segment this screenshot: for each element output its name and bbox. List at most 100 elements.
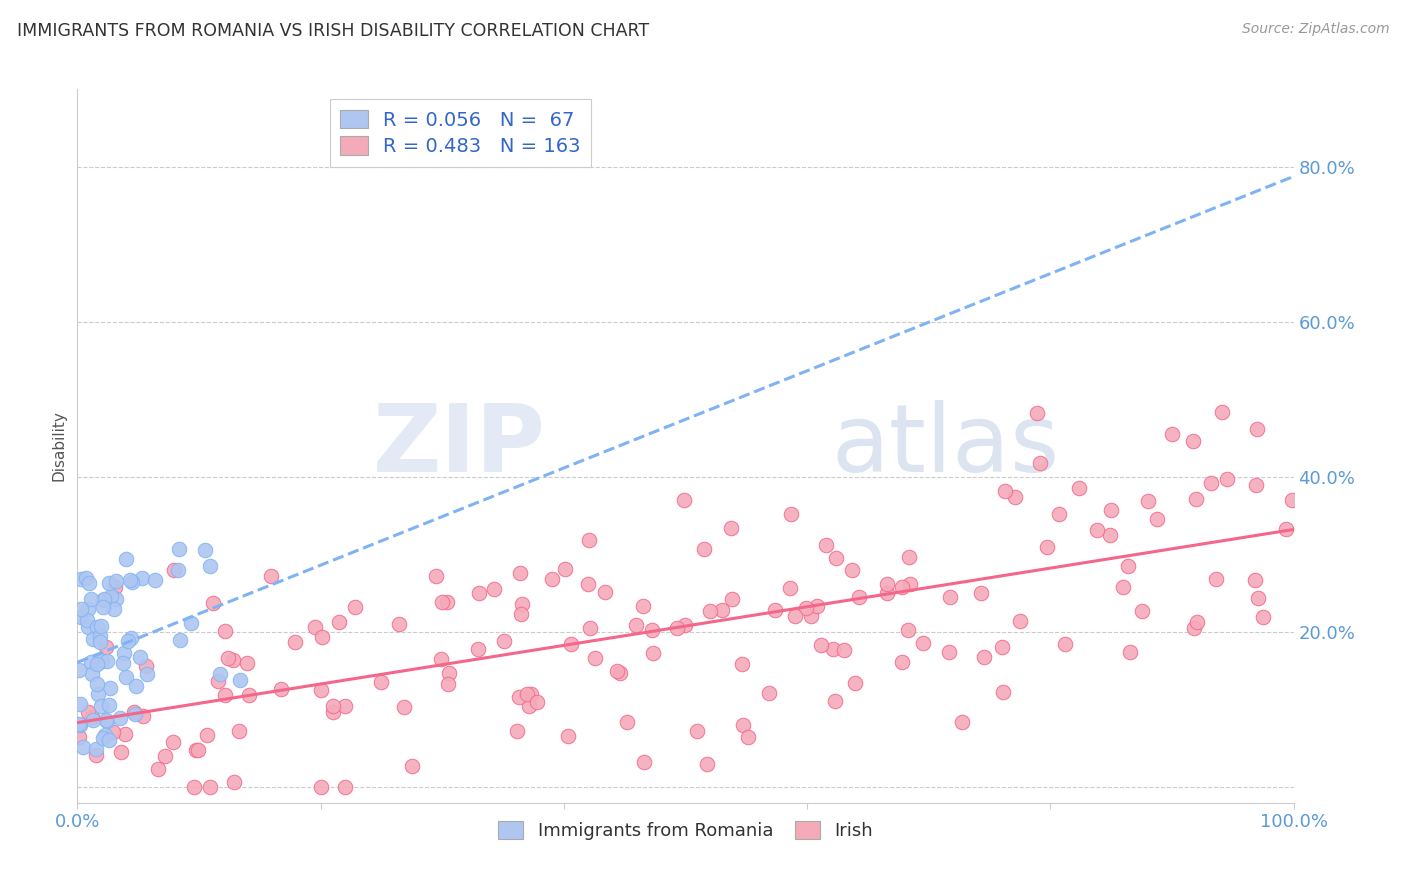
Point bbox=[731, 657, 754, 671]
Point bbox=[311, 682, 333, 697]
Point bbox=[436, 594, 458, 608]
Point bbox=[554, 562, 576, 576]
Point bbox=[98, 681, 121, 696]
Point bbox=[86, 620, 108, 634]
Point bbox=[1119, 645, 1142, 659]
Point bbox=[560, 637, 582, 651]
Point bbox=[806, 599, 828, 613]
Point bbox=[343, 600, 366, 615]
Point bbox=[891, 655, 914, 669]
Point bbox=[187, 742, 209, 756]
Point bbox=[180, 615, 202, 630]
Point bbox=[1211, 405, 1233, 419]
Point bbox=[696, 756, 718, 771]
Point bbox=[214, 688, 236, 702]
Point bbox=[439, 666, 461, 681]
Point bbox=[673, 618, 696, 632]
Point bbox=[217, 651, 239, 665]
Point bbox=[208, 667, 231, 681]
Point bbox=[87, 687, 110, 701]
Point bbox=[90, 619, 112, 633]
Point bbox=[121, 575, 143, 590]
Point bbox=[67, 663, 90, 677]
Point bbox=[583, 650, 606, 665]
Point bbox=[643, 646, 665, 660]
Point bbox=[335, 698, 357, 713]
Point bbox=[1047, 508, 1070, 522]
Point bbox=[891, 580, 914, 594]
Point bbox=[1244, 573, 1267, 587]
Point bbox=[1244, 478, 1267, 492]
Point bbox=[824, 694, 846, 708]
Point bbox=[67, 730, 90, 744]
Point bbox=[898, 576, 921, 591]
Point bbox=[108, 711, 131, 725]
Point bbox=[526, 695, 548, 709]
Point bbox=[1053, 637, 1076, 651]
Point bbox=[1137, 494, 1160, 508]
Point bbox=[1026, 406, 1049, 420]
Point bbox=[876, 586, 898, 600]
Point bbox=[737, 730, 759, 744]
Point bbox=[75, 571, 97, 585]
Point bbox=[77, 620, 100, 634]
Point bbox=[1185, 615, 1208, 629]
Point bbox=[699, 603, 721, 617]
Point bbox=[430, 595, 453, 609]
Point bbox=[1205, 572, 1227, 586]
Legend: Immigrants from Romania, Irish: Immigrants from Romania, Irish bbox=[491, 814, 880, 847]
Point bbox=[823, 642, 845, 657]
Point bbox=[84, 742, 107, 756]
Point bbox=[90, 653, 112, 667]
Point bbox=[132, 709, 155, 723]
Point bbox=[304, 620, 326, 634]
Point bbox=[973, 649, 995, 664]
Point bbox=[104, 581, 127, 595]
Point bbox=[328, 615, 350, 629]
Point bbox=[1182, 434, 1205, 449]
Point bbox=[115, 552, 138, 566]
Point bbox=[1215, 472, 1237, 486]
Point bbox=[1185, 492, 1208, 507]
Point bbox=[1098, 528, 1121, 542]
Text: atlas: atlas bbox=[831, 400, 1060, 492]
Point bbox=[1160, 427, 1182, 442]
Point bbox=[112, 646, 135, 660]
Point bbox=[97, 698, 120, 712]
Point bbox=[131, 571, 153, 585]
Point bbox=[780, 507, 803, 521]
Point bbox=[693, 542, 716, 557]
Point bbox=[238, 689, 260, 703]
Point bbox=[198, 558, 221, 573]
Point bbox=[1116, 559, 1139, 574]
Point bbox=[1281, 493, 1303, 508]
Point bbox=[993, 685, 1015, 699]
Point bbox=[666, 621, 689, 635]
Point bbox=[93, 731, 115, 745]
Point bbox=[844, 676, 866, 690]
Point bbox=[221, 653, 243, 667]
Point bbox=[763, 603, 786, 617]
Point bbox=[1247, 591, 1270, 605]
Point bbox=[103, 602, 125, 616]
Point bbox=[1029, 456, 1052, 470]
Point bbox=[114, 670, 136, 684]
Point bbox=[146, 763, 169, 777]
Point bbox=[153, 749, 176, 764]
Point bbox=[938, 645, 960, 659]
Point bbox=[111, 657, 134, 671]
Point bbox=[80, 710, 103, 724]
Point bbox=[270, 682, 292, 697]
Point bbox=[557, 729, 579, 743]
Point bbox=[143, 574, 166, 588]
Point bbox=[733, 718, 755, 732]
Point bbox=[783, 608, 806, 623]
Point bbox=[76, 601, 98, 615]
Point bbox=[841, 563, 863, 577]
Point bbox=[1130, 604, 1153, 618]
Point bbox=[94, 713, 117, 727]
Point bbox=[202, 596, 225, 610]
Point bbox=[186, 743, 208, 757]
Point bbox=[673, 493, 696, 508]
Point bbox=[631, 599, 654, 613]
